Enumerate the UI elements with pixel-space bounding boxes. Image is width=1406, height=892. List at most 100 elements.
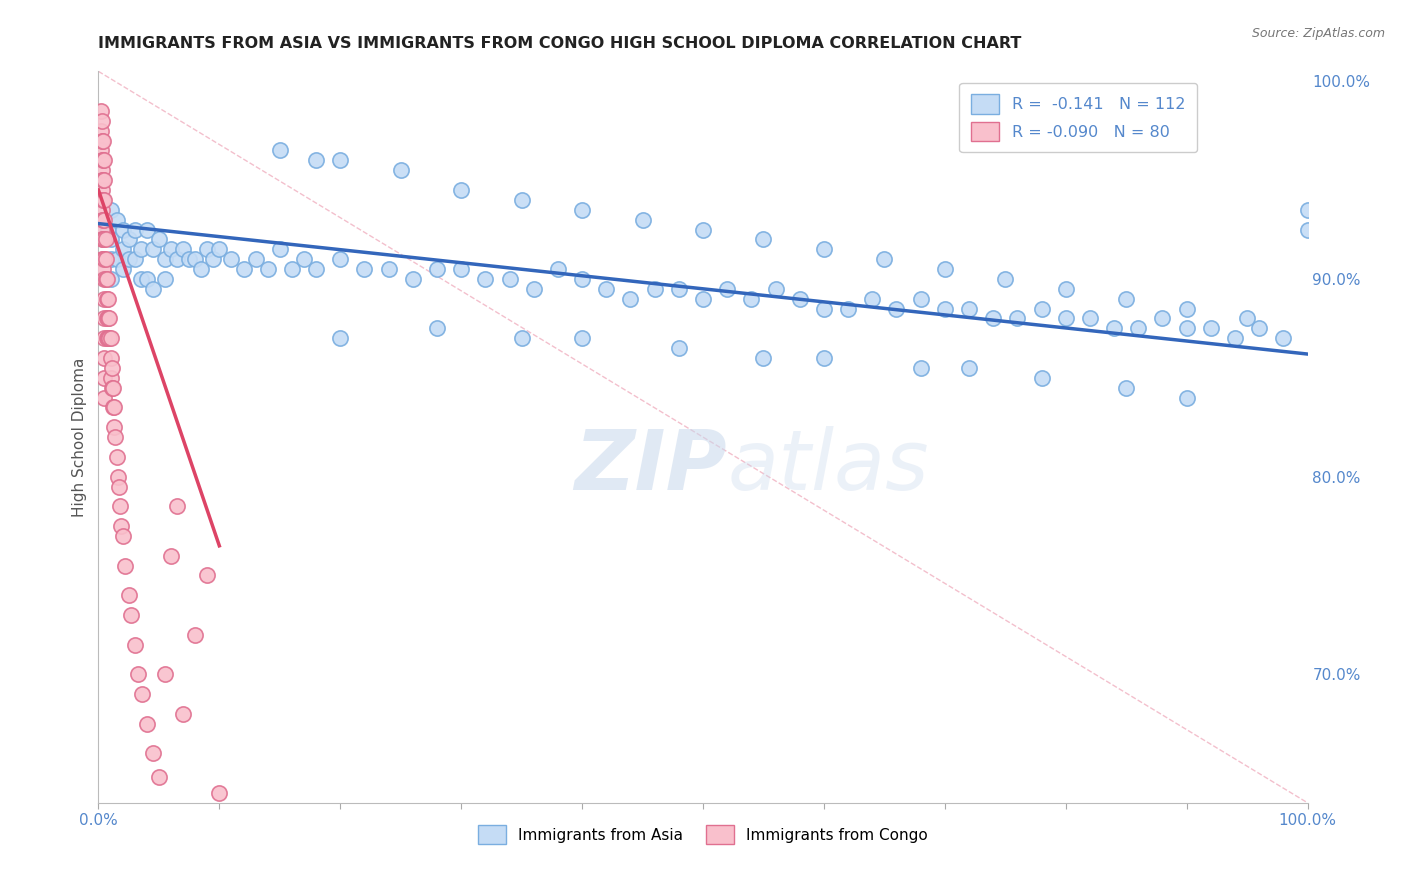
Point: [1115, 381, 1137, 395]
Point: [160, 242, 183, 256]
Point: [91, 173, 114, 187]
Point: [91, 222, 114, 236]
Point: [91, 232, 114, 246]
Point: [90, 103, 112, 118]
Point: [402, 272, 425, 286]
Point: [111, 262, 134, 277]
Point: [94, 272, 117, 286]
Point: [96, 331, 118, 345]
Point: [450, 262, 472, 277]
Point: [1175, 321, 1198, 335]
Point: [118, 252, 141, 267]
Point: [208, 786, 231, 800]
Point: [100, 252, 122, 267]
Point: [1175, 391, 1198, 405]
Point: [153, 272, 176, 286]
Point: [104, 430, 127, 444]
Point: [571, 202, 593, 217]
Point: [93, 272, 115, 286]
Point: [91, 153, 114, 168]
Text: ZIP: ZIP: [575, 425, 727, 507]
Point: [256, 262, 278, 277]
Point: [1054, 282, 1077, 296]
Point: [716, 282, 738, 296]
Point: [97, 311, 120, 326]
Point: [142, 747, 165, 761]
Point: [120, 607, 142, 622]
Point: [1078, 311, 1101, 326]
Point: [523, 282, 546, 296]
Point: [595, 282, 617, 296]
Point: [129, 242, 152, 256]
Point: [94, 252, 117, 267]
Point: [103, 420, 125, 434]
Point: [668, 282, 690, 296]
Point: [118, 232, 141, 246]
Point: [107, 469, 129, 483]
Point: [103, 401, 125, 415]
Point: [93, 232, 115, 246]
Point: [91, 113, 114, 128]
Point: [124, 222, 146, 236]
Point: [166, 500, 188, 514]
Point: [426, 262, 449, 277]
Point: [377, 262, 399, 277]
Point: [1249, 321, 1271, 335]
Point: [91, 193, 114, 207]
Point: [153, 667, 176, 681]
Point: [813, 351, 835, 365]
Point: [166, 252, 188, 267]
Point: [100, 232, 122, 246]
Point: [510, 193, 533, 207]
Point: [329, 252, 352, 267]
Point: [668, 341, 690, 355]
Point: [813, 301, 835, 316]
Point: [292, 252, 315, 267]
Point: [91, 212, 114, 227]
Legend: Immigrants from Asia, Immigrants from Congo: Immigrants from Asia, Immigrants from Co…: [472, 819, 934, 850]
Point: [93, 371, 115, 385]
Point: [184, 628, 207, 642]
Point: [1007, 311, 1029, 326]
Point: [100, 272, 122, 286]
Point: [269, 144, 291, 158]
Point: [765, 282, 787, 296]
Point: [474, 272, 496, 286]
Point: [510, 331, 533, 345]
Point: [981, 311, 1004, 326]
Point: [118, 588, 141, 602]
Point: [94, 232, 117, 246]
Point: [100, 202, 122, 217]
Point: [91, 252, 114, 267]
Point: [110, 519, 132, 533]
Point: [93, 292, 115, 306]
Point: [195, 568, 218, 582]
Point: [135, 222, 157, 236]
Point: [91, 193, 114, 207]
Point: [389, 163, 412, 178]
Point: [124, 252, 146, 267]
Point: [111, 242, 134, 256]
Point: [692, 222, 714, 236]
Point: [740, 292, 762, 306]
Text: Source: ZipAtlas.com: Source: ZipAtlas.com: [1251, 27, 1385, 40]
Point: [886, 301, 908, 316]
Point: [142, 282, 165, 296]
Point: [91, 173, 114, 187]
Point: [98, 311, 121, 326]
Point: [752, 351, 775, 365]
Point: [547, 262, 569, 277]
Point: [97, 292, 120, 306]
Point: [97, 222, 120, 236]
Point: [190, 262, 212, 277]
Point: [96, 272, 118, 286]
Point: [100, 331, 122, 345]
Point: [789, 292, 811, 306]
Point: [105, 252, 128, 267]
Point: [269, 242, 291, 256]
Point: [1115, 292, 1137, 306]
Point: [1128, 321, 1150, 335]
Point: [114, 558, 136, 573]
Point: [93, 391, 115, 405]
Point: [91, 134, 114, 148]
